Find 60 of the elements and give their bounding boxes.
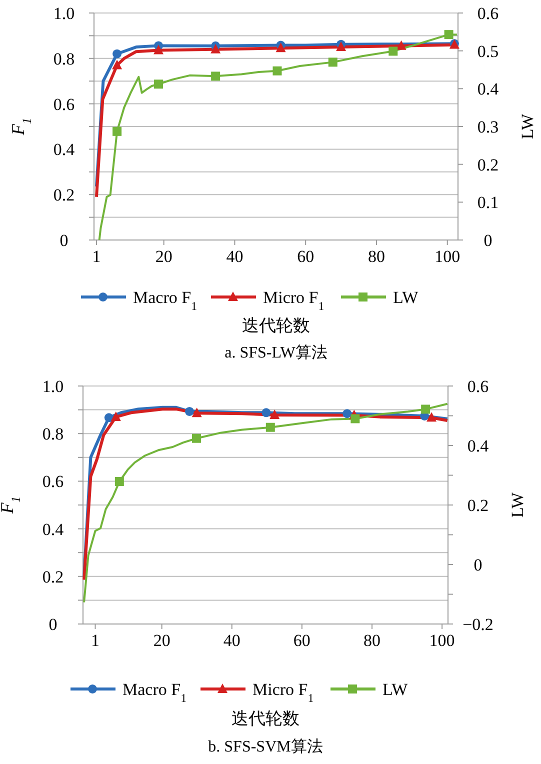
y2-tick-label: −0.2: [462, 614, 494, 634]
x-tick-label: 60: [297, 247, 314, 266]
y-tick-label: 0.6: [53, 94, 75, 114]
point: [328, 58, 338, 67]
x-tick-label: 100: [429, 631, 455, 650]
point: [266, 422, 275, 432]
point: [421, 404, 430, 414]
y-tick-label: 0.2: [53, 186, 75, 205]
point: [112, 126, 122, 136]
legend-label: LW: [382, 680, 409, 699]
y-tick-label: 0.2: [42, 567, 64, 586]
x-tick-label: 1: [91, 631, 100, 650]
y2-tick-label: 0: [484, 230, 492, 250]
point: [154, 80, 164, 89]
y2-axis-title: LW: [518, 112, 537, 140]
legend-label: Micro F$_{1}$: [252, 680, 314, 705]
y2-tick-label: 0.6: [477, 4, 499, 23]
x-tick-label: 100: [434, 247, 460, 266]
x-tick-label: 80: [368, 247, 385, 266]
y-tick-label: 0.4: [42, 520, 64, 539]
legend-label: Micro F$_{1}$: [263, 288, 324, 313]
x-tick-label: 20: [155, 247, 172, 266]
y2-tick-label: 0.3: [477, 117, 499, 136]
y-tick-label: 0.8: [42, 424, 64, 444]
point: [114, 476, 124, 486]
y2-tick-label: 0.6: [467, 376, 489, 396]
text: 1.0: [53, 4, 75, 23]
point: [272, 66, 282, 76]
text: 1.0: [42, 376, 64, 396]
x-tick-label: 40: [226, 247, 244, 266]
y2-tick-label: 0.4: [477, 80, 500, 99]
text: a. SFS-LW算法: [224, 344, 328, 362]
point: [444, 30, 454, 40]
x-axis-title: 迭代轮数: [242, 316, 310, 335]
legend-label: Macro F$_{1}$: [133, 288, 198, 313]
y-tick-label: 0.8: [53, 49, 75, 68]
y2-tick-label: 0.4: [467, 436, 490, 456]
x-tick-label: 60: [293, 631, 310, 650]
x-tick-label: 80: [363, 631, 380, 650]
x-tick-label: 1: [92, 247, 101, 266]
legend-label: Macro F$_{1}$: [122, 680, 187, 705]
y2-tick-label: 0.2: [467, 496, 489, 515]
point: [388, 46, 398, 56]
y-tick-label: 0: [60, 230, 68, 250]
legend-label: LW: [393, 288, 420, 307]
y2-axis-title: LW: [508, 491, 527, 518]
point: [192, 434, 201, 443]
y-tick-label: 0.4: [53, 140, 76, 160]
y-tick-label: 0: [48, 614, 58, 634]
y2-tick-label: 0.5: [477, 42, 499, 61]
x-tick-label: 40: [223, 631, 240, 650]
y2-tick-label: 0.1: [477, 193, 499, 212]
x-axis-title: 迭代轮数: [232, 708, 300, 728]
x-tick-label: 20: [153, 631, 170, 650]
point: [350, 414, 360, 424]
text: b. SFS-SVM算法: [208, 738, 323, 756]
y2-tick-label: 0.2: [477, 155, 499, 174]
y-tick-label: 0.6: [42, 472, 64, 492]
y2-tick-label: 0: [474, 555, 482, 574]
point: [211, 72, 220, 81]
